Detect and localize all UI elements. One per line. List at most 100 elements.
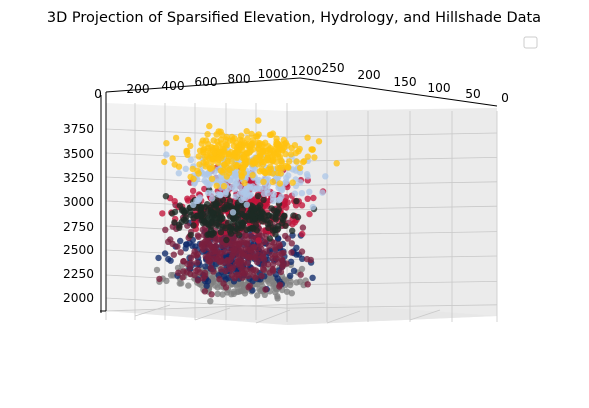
scatter-point — [306, 210, 313, 218]
scatter-point — [197, 212, 204, 220]
scatter-point — [291, 142, 299, 149]
grid-line — [134, 304, 171, 317]
scatter-point — [216, 250, 223, 257]
scatter-point — [280, 136, 287, 144]
scatter-point — [248, 141, 255, 148]
scatter-point — [206, 122, 213, 130]
scatter-point — [284, 235, 292, 242]
scatter-point — [206, 150, 214, 157]
scatter-point — [282, 194, 290, 201]
grid-line — [286, 231, 498, 236]
scatter-point — [178, 280, 185, 287]
scatter-point — [306, 188, 313, 195]
scatter-point — [238, 169, 245, 176]
scatter-point — [161, 158, 168, 166]
scatter-point — [292, 149, 299, 157]
scatter-point — [242, 231, 249, 239]
scatter-point — [202, 253, 209, 260]
scatter-point — [239, 206, 246, 213]
scatter-point — [175, 170, 182, 177]
scatter-point — [171, 161, 178, 168]
scatter-point — [260, 178, 267, 185]
grid-line — [286, 181, 498, 186]
grid-line — [105, 297, 288, 309]
scatter-point — [283, 288, 291, 295]
scatter-point — [310, 194, 317, 202]
scatter-point — [187, 231, 195, 239]
scatter-point — [299, 230, 306, 238]
scatter-point — [288, 249, 295, 256]
scatter-point — [187, 156, 195, 164]
scatter-point — [319, 189, 326, 196]
scatter-point — [249, 212, 256, 219]
scatter-point — [211, 149, 219, 157]
scatter-point — [309, 274, 316, 281]
scatter-point — [259, 218, 266, 225]
scatter-point — [179, 274, 186, 281]
scatter-point — [275, 241, 283, 248]
grid-line — [286, 281, 498, 286]
scatter-point — [208, 190, 215, 197]
scatter-point — [188, 254, 195, 262]
axis-line — [105, 77, 301, 93]
scatter-point — [245, 253, 252, 261]
scatter-point — [271, 151, 278, 158]
scatter-point — [268, 251, 276, 258]
scatter-point — [181, 209, 188, 216]
scatter-point — [293, 279, 300, 286]
scatter-point — [298, 248, 306, 255]
scatter-point — [211, 276, 218, 283]
scatter-point — [273, 158, 280, 166]
scatter-point — [304, 153, 311, 160]
scatter-point — [242, 161, 249, 168]
scatter-point — [185, 136, 192, 144]
scatter-point — [264, 154, 271, 161]
scatter-point — [250, 186, 258, 193]
scatter-point — [254, 292, 261, 299]
x-tick-label: 400 — [161, 79, 184, 93]
scatter-point — [287, 151, 295, 158]
scatter-point — [260, 196, 267, 204]
scatter-point — [225, 169, 233, 177]
y-tick-label: 100 — [427, 81, 450, 95]
scatter-point — [207, 204, 214, 211]
scatter-point — [255, 131, 262, 138]
scatter-point — [234, 204, 241, 212]
scatter-point — [298, 265, 306, 273]
scatter-point — [287, 281, 294, 289]
scatter-point — [194, 266, 201, 273]
scatter-point — [274, 169, 281, 177]
scatter-point — [280, 249, 287, 257]
scatter-point — [246, 216, 253, 224]
scatter-point — [213, 256, 221, 263]
scatter-point — [281, 201, 288, 208]
scatter-point — [232, 150, 239, 157]
x-tick-label: 1000 — [257, 67, 288, 81]
scatter-point — [240, 211, 247, 219]
scatter-point — [220, 182, 228, 190]
z-tick-label: 3000 — [63, 195, 94, 209]
scatter-point — [281, 179, 288, 187]
scatter-point — [206, 258, 213, 266]
scatter-point — [274, 140, 281, 147]
scatter-point — [255, 154, 262, 161]
scatter-point — [229, 209, 237, 216]
scatter-point — [241, 140, 248, 147]
scatter-point — [180, 258, 187, 265]
scatter-point — [268, 277, 276, 285]
scatter-point — [240, 259, 248, 266]
scatter-point — [261, 184, 268, 191]
scatter-point — [333, 160, 340, 167]
scatter-point — [195, 153, 202, 160]
scatter-point — [165, 255, 172, 263]
scatter-point — [258, 272, 265, 280]
scatter-point — [155, 254, 162, 262]
scatter-point — [251, 159, 259, 167]
scatter-point — [291, 190, 299, 197]
scatter-point — [190, 222, 197, 229]
scatter-point — [183, 241, 190, 248]
scatter-point — [249, 224, 256, 231]
scatter-point — [290, 267, 298, 274]
scatter-point — [215, 141, 222, 149]
